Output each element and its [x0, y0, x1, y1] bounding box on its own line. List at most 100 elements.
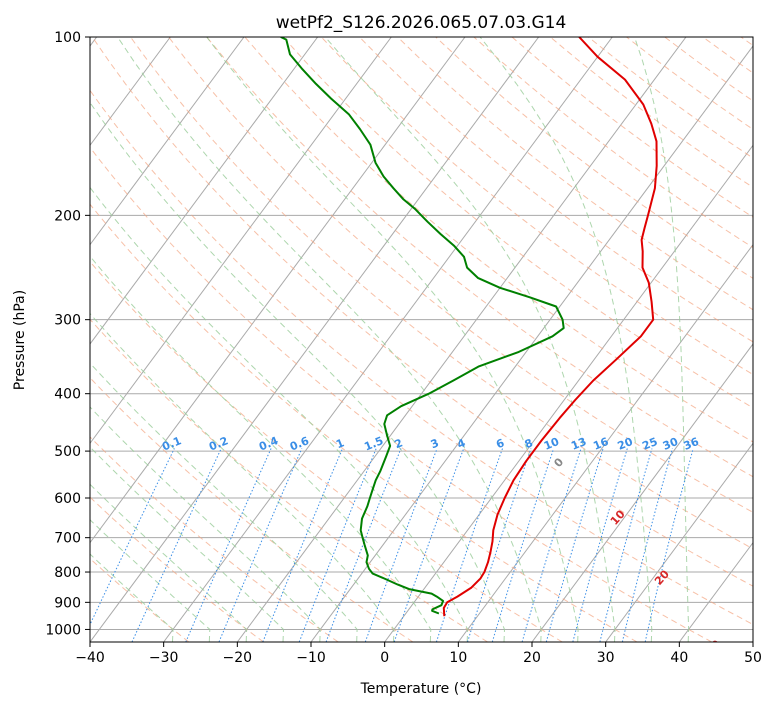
- moist-adiabat-line: [90, 406, 321, 642]
- axis-ticks: −40 −30 −20 −10 0 10 20 30 40 5010020030040050060…: [45, 30, 762, 666]
- mixing-ratio-label: 8: [523, 436, 535, 451]
- y-tick-label: 900: [54, 595, 81, 611]
- chart-title: wetPf2_S126.2026.065.07.03.G14: [276, 13, 567, 33]
- mixing-ratio-label: 13: [569, 435, 588, 453]
- mixing-ratio-label: 4: [455, 436, 467, 451]
- dry-adiabat-line: [549, 37, 753, 189]
- mixing-ratio-label: 16: [591, 435, 610, 453]
- mixing-ratio-line: [644, 448, 694, 642]
- moist-adiabat-line: [90, 446, 285, 642]
- isotherm-line: [457, 243, 753, 642]
- dry-adiabat-label: -10: [69, 415, 92, 439]
- mixing-ratio-line: [90, 448, 175, 626]
- mixing-ratio-line: [491, 448, 555, 642]
- mixing-ratio-line: [325, 448, 402, 642]
- dry-adiabat-line: [664, 37, 753, 102]
- moist-adiabat-line: [90, 186, 469, 642]
- mixing-ratio-label: 25: [640, 435, 659, 453]
- mixing-ratio-line: [599, 448, 653, 642]
- dry-adiabat-line: [130, 37, 753, 550]
- moist-adiabat-line: [90, 362, 358, 642]
- dry-adiabat-line: [90, 89, 753, 626]
- mixing-ratio-line: [185, 448, 272, 642]
- mixing-ratio-line: [521, 448, 582, 642]
- x-tick-label: 10: [449, 650, 467, 666]
- isotherm-line: [236, 37, 687, 642]
- isotherm-line: [310, 45, 753, 642]
- x-tick-label: 50: [744, 650, 762, 666]
- dry-adiabat-line: [90, 496, 264, 642]
- mixing-ratio-line: [262, 448, 343, 642]
- x-tick-label: −10: [296, 650, 326, 666]
- isotherm-line: [90, 37, 466, 544]
- x-tick-label: 20: [523, 650, 541, 666]
- moist-adiabat-label: 10: [608, 507, 628, 527]
- dry-adiabat-line: [359, 37, 753, 343]
- dry-adiabat-line: [511, 37, 753, 218]
- y-axis-label: Pressure (hPa): [12, 290, 28, 390]
- moist-adiabat-label: 30: [704, 637, 724, 657]
- mixing-ratio-line: [298, 448, 377, 642]
- mixing-ratio-line: [545, 448, 604, 642]
- x-tick-label: −30: [149, 650, 179, 666]
- isotherm-line: [752, 641, 753, 642]
- dry-adiabat-line: [282, 37, 753, 409]
- mixing-ratio-line: [435, 448, 503, 642]
- isotherm-line: [605, 442, 753, 642]
- mixing-ratio-line: [572, 448, 628, 642]
- dry-adiabat-line: [90, 318, 488, 642]
- dry-adiabat-line: [320, 37, 753, 376]
- mixing-ratio-line: [467, 448, 532, 642]
- y-tick-label: 400: [54, 387, 81, 403]
- y-tick-label: 500: [54, 444, 81, 460]
- mixing-ratio-label: 3: [429, 436, 441, 451]
- mixing-ratio-line: [621, 448, 673, 642]
- moist-adiabat-line: [324, 37, 616, 642]
- moist-adiabat-line: [90, 101, 506, 642]
- y-tick-label: 600: [54, 491, 81, 507]
- x-axis-label: Temperature (°C): [360, 681, 482, 697]
- dry-adiabat-line: [90, 203, 638, 642]
- mixing-ratio-label: 0.4: [257, 434, 280, 453]
- isotherm-line: [90, 37, 319, 345]
- y-tick-label: 700: [54, 531, 81, 547]
- isotherm-line: [163, 37, 613, 642]
- mixing-ratio-label: 10: [542, 435, 561, 453]
- dry-adiabat-line: [90, 377, 414, 642]
- moist-adiabat-line: [117, 37, 542, 642]
- dry-adiabat-line: [397, 37, 753, 311]
- x-tick-label: −40: [75, 650, 105, 666]
- x-tick-label: 30: [597, 650, 615, 666]
- mixing-ratio-line: [218, 448, 303, 642]
- moist-adiabat-label: 0: [551, 455, 566, 470]
- dry-adiabat-line: [90, 146, 712, 642]
- dry-adiabat-line: [90, 436, 339, 642]
- moist-adiabat-line: [90, 519, 211, 642]
- background-layer: [90, 37, 753, 642]
- y-tick-label: 800: [54, 565, 81, 581]
- isotherm-line: [90, 37, 171, 147]
- y-tick-label: 300: [54, 313, 81, 329]
- dry-adiabat-line: [168, 37, 753, 513]
- mixing-ratio-line: [131, 448, 222, 642]
- moist-adiabat-line: [90, 255, 432, 642]
- mixing-ratio-label: 2: [393, 436, 405, 451]
- isotherm-line: [90, 37, 540, 642]
- mixing-ratio-line: [364, 448, 438, 642]
- y-tick-label: 1000: [45, 622, 81, 638]
- plot-frame: [89, 36, 754, 643]
- isotherm-line: [531, 343, 753, 642]
- moist-adiabat-line: [90, 553, 174, 642]
- mixing-ratio-label: 36: [682, 435, 701, 453]
- mixing-ratio-label: 1: [334, 436, 346, 451]
- mixing-ratio-label: 20: [616, 435, 635, 453]
- dry-adiabat-line: [91, 37, 753, 587]
- profile-series: [280, 37, 658, 617]
- y-tick-label: 100: [54, 30, 81, 46]
- dry-adiabat-line: [702, 37, 753, 74]
- temperature-line: [442, 37, 658, 617]
- mixing-ratio-label: 30: [661, 435, 680, 453]
- moist-adiabat-line: [206, 37, 579, 642]
- x-tick-label: 0: [380, 650, 389, 666]
